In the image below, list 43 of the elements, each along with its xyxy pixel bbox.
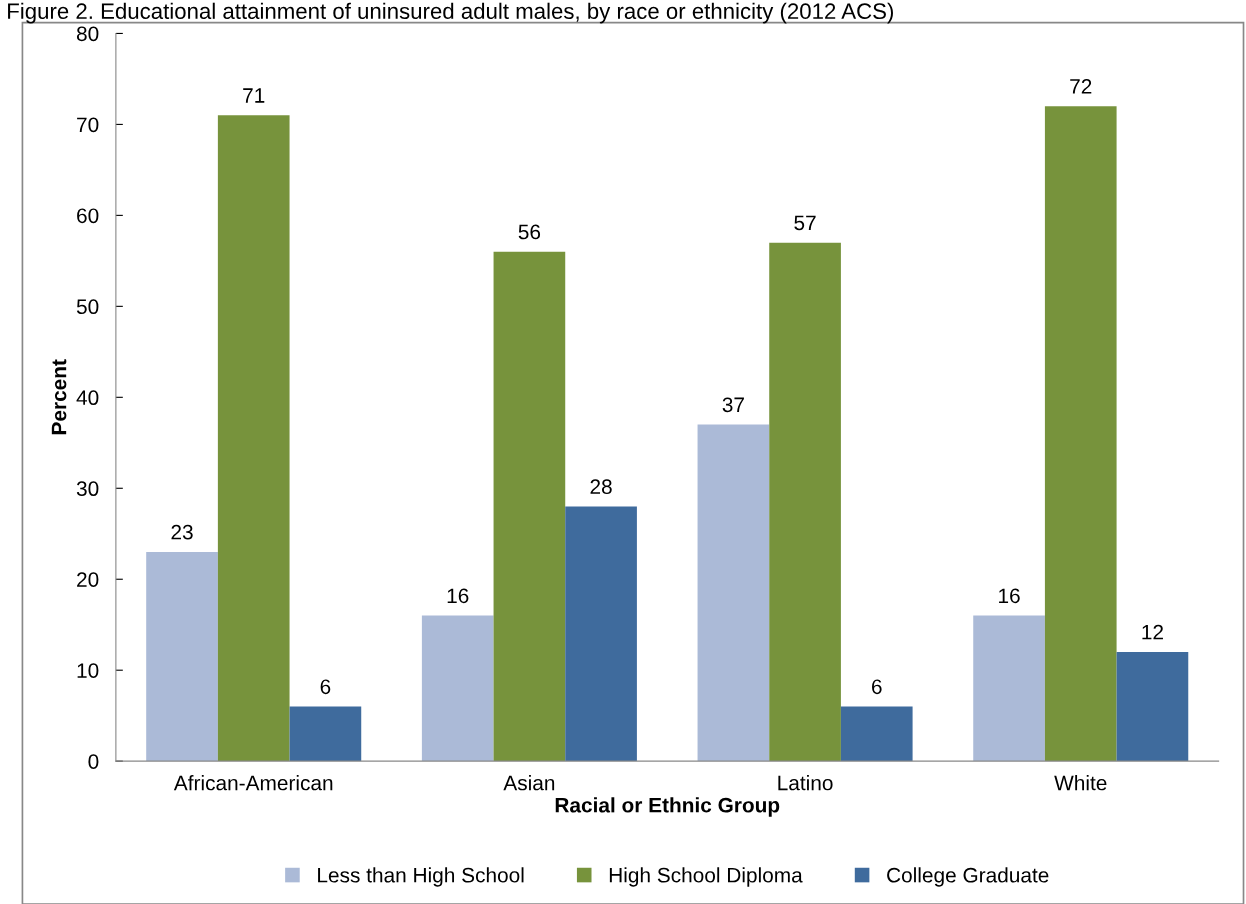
x-tick-label: Asian (503, 775, 555, 791)
bar (769, 242, 841, 762)
bar (1044, 106, 1117, 762)
data-label: 28 (590, 479, 612, 495)
y-tick-label: 40 (76, 390, 99, 406)
bar (840, 706, 913, 762)
bar (493, 251, 566, 762)
bar (1116, 652, 1189, 762)
y-axis-title: Percent (51, 359, 67, 435)
x-tick-label: African-American (173, 775, 333, 791)
x-tick-label: Latino (778, 775, 833, 791)
bar (565, 506, 637, 762)
legend-label: College Graduate (887, 867, 1049, 887)
y-tick-label: 10 (77, 663, 99, 678)
y-tick-label: 20 (77, 572, 99, 587)
bar (973, 615, 1045, 762)
data-label: 23 (171, 524, 193, 540)
y-tick-label: 70 (77, 117, 99, 133)
y-tick-label: 50 (76, 299, 99, 315)
chart-title: Figure 2. Educational attainment of uninsured adult males, by race or ethnicity (2012 ACS) (8, 2, 893, 24)
y-tick-label: 80 (76, 26, 99, 42)
bar (217, 115, 290, 762)
data-label: 72 (1070, 79, 1092, 94)
data-label: 57 (794, 215, 816, 231)
bar (146, 551, 218, 762)
bar (697, 424, 770, 762)
legend-label: Less than High School (318, 867, 524, 887)
y-tick-label: 30 (76, 481, 99, 497)
x-tick-label: White (1054, 775, 1107, 791)
data-label: 6 (320, 679, 331, 695)
data-label: 56 (518, 224, 541, 240)
y-tick-label: 0 (88, 754, 99, 769)
data-label: 12 (1142, 624, 1163, 640)
bar (421, 615, 494, 762)
data-label: 16 (447, 588, 469, 604)
data-label: 37 (722, 397, 744, 413)
data-label: 6 (872, 679, 882, 695)
legend-label: High School Diploma (609, 867, 803, 887)
bar (289, 706, 362, 762)
y-tick-label: 60 (77, 208, 99, 224)
data-label: 16 (999, 588, 1020, 604)
x-axis-title: Racial or Ethnic Group (555, 797, 780, 817)
data-label: 71 (243, 88, 265, 103)
